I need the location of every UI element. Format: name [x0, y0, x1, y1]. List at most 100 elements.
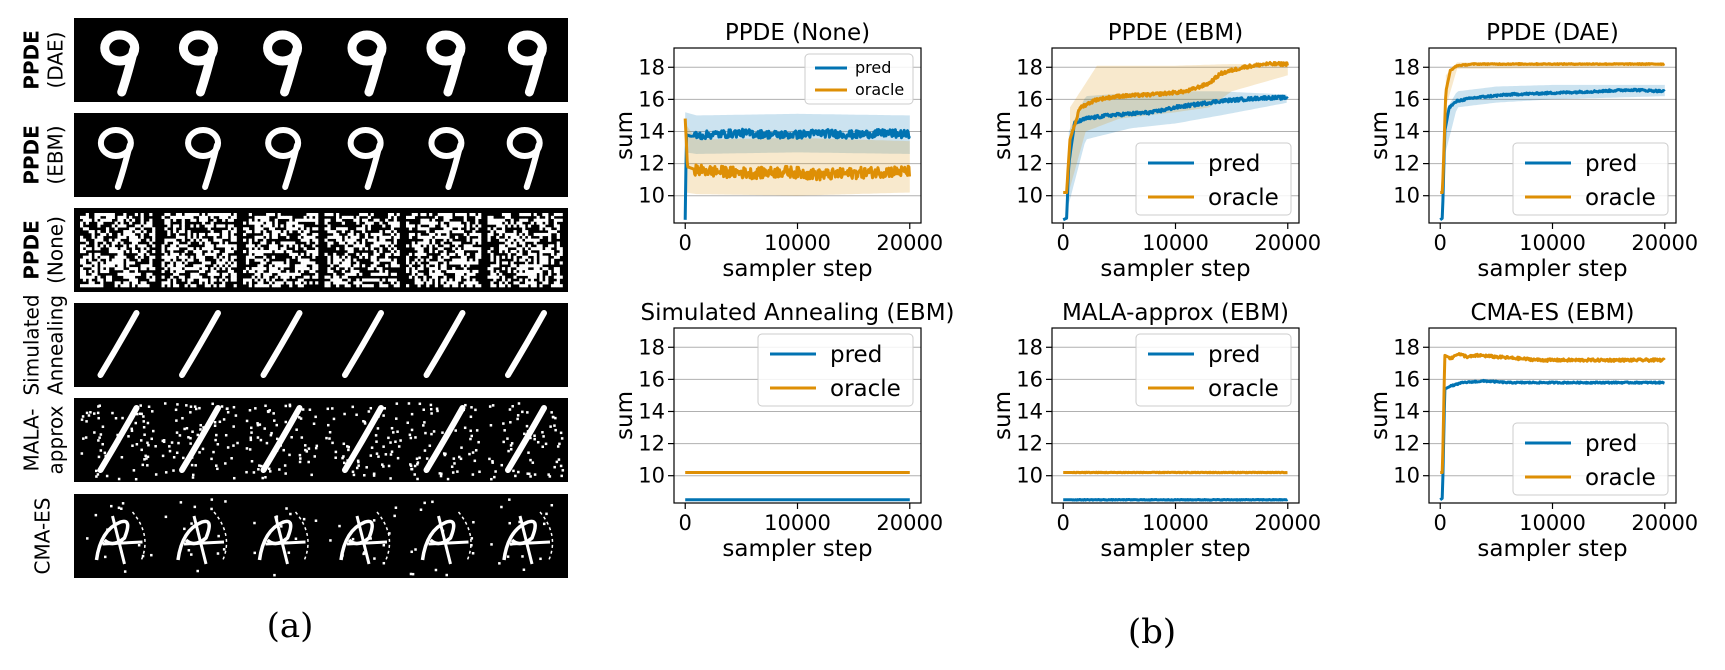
chart-panel: 10 12 14 16 18 0 10000 20000 PPDE (EBM) sampler s…	[990, 20, 1321, 282]
y-tick-label: 14	[1016, 119, 1043, 143]
chart-panel: 10 12 14 16 18 0 10000 20000 PPDE (None) sampler …	[612, 20, 943, 282]
image-tile	[245, 403, 319, 480]
x-tick-label: 0	[1057, 511, 1070, 535]
y-axis-label: sum	[990, 111, 1016, 160]
legend: pred oracle	[1135, 333, 1292, 407]
panel-a-label: (a)	[267, 606, 314, 646]
image-tile	[506, 127, 543, 190]
series-line-oracle	[1062, 470, 1289, 475]
image-tile	[79, 212, 156, 288]
image-row-background	[74, 494, 568, 578]
image-row: MALA-approx	[20, 398, 568, 482]
x-tick-label: 10000	[1142, 231, 1209, 255]
y-tick-label: 12	[638, 152, 665, 176]
plot-area	[685, 471, 910, 502]
series-band-pred	[1068, 91, 1287, 204]
image-tile	[242, 212, 319, 288]
plot-area	[1062, 470, 1289, 502]
y-tick-label: 18	[1393, 55, 1420, 79]
y-tick-label: 12	[1393, 432, 1420, 456]
legend-label-oracle: oracle	[1208, 185, 1279, 211]
panel-b-label: (b)	[1128, 612, 1176, 652]
y-tick-label: 16	[1393, 367, 1420, 391]
series-band-oracle	[1445, 62, 1664, 108]
legend-label-pred: pred	[855, 58, 891, 77]
row-label-line: PPDE	[20, 220, 44, 280]
x-tick-label: 10000	[1519, 231, 1586, 255]
legend-label-oracle: oracle	[1585, 465, 1656, 491]
chart-title: CMA-ES (EBM)	[1471, 300, 1635, 326]
legend: pred oracle	[757, 333, 914, 407]
image-tile	[507, 30, 547, 97]
image-tile	[97, 127, 134, 190]
y-tick-label: 10	[1393, 464, 1420, 488]
x-tick-label: 20000	[1631, 511, 1698, 535]
x-tick-label: 0	[1434, 511, 1447, 535]
chart-title: PPDE (None)	[725, 20, 870, 46]
image-tile	[409, 500, 475, 577]
x-tick-label: 10000	[1142, 511, 1209, 535]
x-axis-label: sampler step	[1100, 256, 1250, 282]
panel-b-charts: 10 12 14 16 18 0 10000 20000 PPDE (None) sampler …	[612, 20, 1698, 562]
row-label-line: PPDE	[20, 125, 44, 185]
image-tile	[185, 127, 222, 190]
image-tile	[347, 30, 387, 97]
image-tile	[260, 310, 303, 378]
chart-title: PPDE (DAE)	[1486, 20, 1619, 46]
y-tick-label: 14	[638, 399, 665, 423]
row-label-line: MALA-	[20, 409, 44, 472]
series-line-oracle	[683, 118, 911, 182]
x-axis-label: sampler step	[722, 256, 872, 282]
y-tick-label: 16	[1016, 367, 1043, 391]
image-tile	[179, 310, 221, 378]
legend-label-pred: pred	[1208, 342, 1260, 368]
row-label-line: PPDE	[20, 30, 44, 90]
image-row-background	[74, 398, 568, 482]
row-label-line: (None)	[44, 216, 68, 284]
row-label-line: Simulated	[20, 294, 44, 395]
image-row: Simulated Annealing	[20, 294, 568, 396]
legend: pred oracle	[804, 53, 914, 105]
y-tick-label: 16	[1016, 87, 1043, 111]
legend-label-oracle: oracle	[855, 80, 904, 99]
y-tick-label: 14	[638, 119, 665, 143]
legend-label-pred: pred	[1585, 151, 1637, 177]
series-line-oracle	[1439, 62, 1666, 194]
x-tick-label: 20000	[1254, 511, 1321, 535]
y-tick-label: 12	[638, 432, 665, 456]
image-row: PPDE (EBM)	[20, 113, 568, 197]
image-tile	[97, 310, 140, 378]
image-tile	[486, 212, 564, 288]
chart-title: Simulated Annealing (EBM)	[640, 300, 954, 326]
image-tile	[253, 507, 318, 577]
chart-panel: 10 12 14 16 18 0 10000 20000 PPDE (DAE) sampler s…	[1367, 20, 1698, 282]
y-tick-label: 14	[1016, 399, 1043, 423]
x-tick-label: 20000	[876, 231, 943, 255]
image-tile	[263, 30, 303, 97]
y-tick-label: 10	[1016, 464, 1043, 488]
series-line-pred	[1439, 87, 1666, 222]
chart-panel: 10 12 14 16 18 0 10000 20000 Simulated Annealing…	[612, 300, 955, 562]
legend: pred oracle	[1512, 142, 1669, 216]
image-row-background	[74, 208, 568, 292]
image-tile	[80, 404, 158, 481]
y-tick-label: 10	[638, 184, 665, 208]
x-tick-label: 20000	[876, 511, 943, 535]
chart-panel: 10 12 14 16 18 0 10000 20000 CMA-ES (EBM) sampler…	[1367, 300, 1698, 562]
image-tile	[100, 30, 140, 97]
plot-area	[1062, 61, 1289, 222]
image-tile	[342, 310, 384, 378]
y-tick-label: 10	[638, 464, 665, 488]
image-row: CMA-ES	[31, 494, 568, 578]
y-tick-label: 18	[638, 335, 665, 359]
series-line-oracle	[1439, 352, 1666, 474]
image-tile	[406, 402, 481, 481]
y-tick-label: 16	[638, 367, 665, 391]
y-axis-label: sum	[612, 111, 638, 160]
y-axis-label: sum	[1367, 391, 1393, 440]
y-axis-label: sum	[990, 391, 1016, 440]
x-tick-label: 10000	[764, 231, 831, 255]
chart-title: PPDE (EBM)	[1108, 20, 1243, 46]
image-tile	[178, 30, 218, 97]
